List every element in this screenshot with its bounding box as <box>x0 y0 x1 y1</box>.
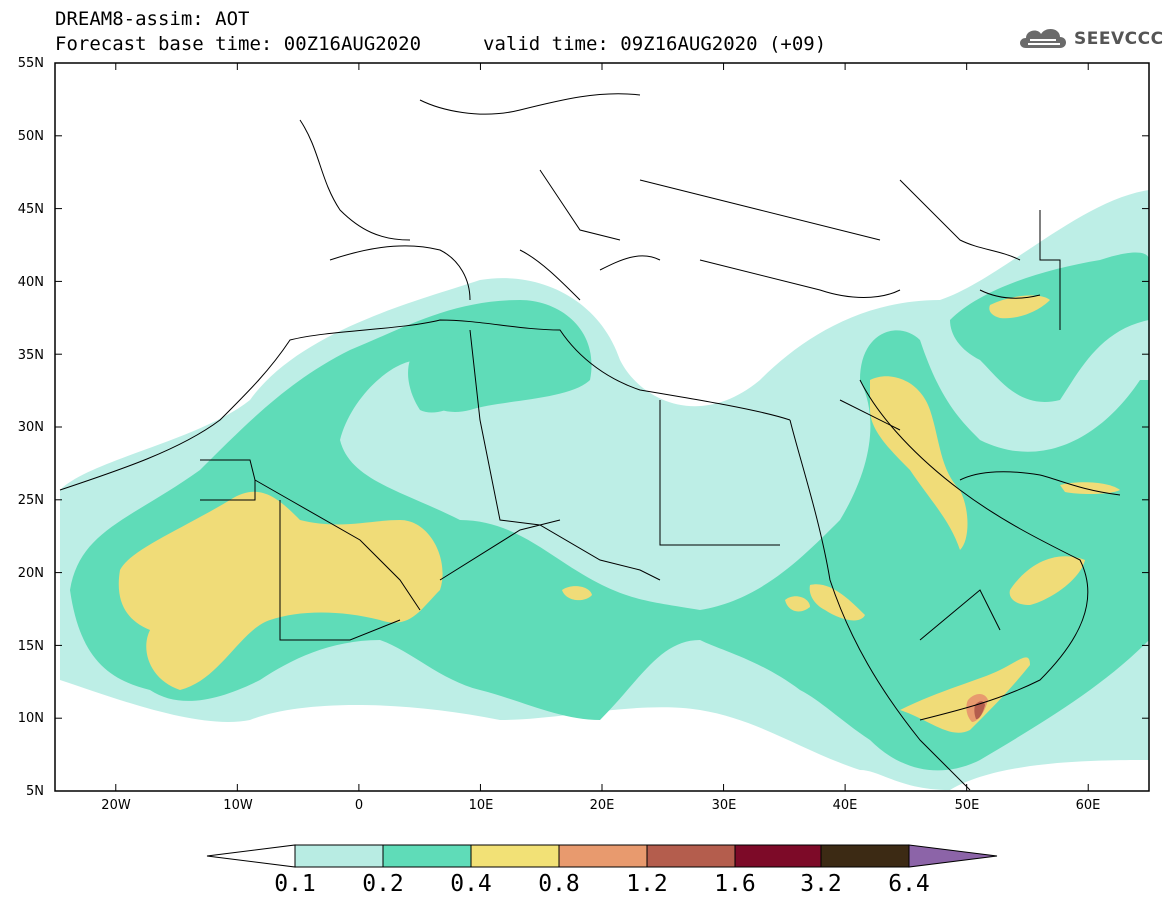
colorbar-bin-5 <box>646 844 736 868</box>
map-title: DREAM8-assim: AOT <box>55 8 250 30</box>
colorbar-label-3.2: 3.2 <box>800 871 842 897</box>
colorbar-bin-2 <box>382 844 472 868</box>
forecast-base-time: Forecast base time: 00Z16AUG2020 <box>55 33 422 55</box>
colorbar-extend-right <box>908 844 998 868</box>
aot-field <box>60 190 1149 790</box>
colorbar-label-0.4: 0.4 <box>450 871 492 897</box>
lat-label-50n: 50N <box>17 129 44 144</box>
colorbar-bin-3 <box>470 844 560 868</box>
axis-ticks <box>55 62 1149 792</box>
lon-label-0: 0 <box>354 798 364 813</box>
colorbar-bin-1 <box>294 844 384 868</box>
colorbar-label-0.8: 0.8 <box>538 871 580 897</box>
colorbar-bin-6 <box>734 844 822 868</box>
lat-label-15n: 15N <box>17 639 44 654</box>
lon-label-10w: 10W <box>223 798 253 813</box>
aot-level-1.2 <box>974 701 985 720</box>
lat-label-30n: 30N <box>17 420 44 435</box>
lon-label-20w: 20W <box>101 798 131 813</box>
lat-label-55n: 55N <box>17 56 44 71</box>
lat-label-5n: 5N <box>26 784 44 799</box>
colorbar-label-0.1: 0.1 <box>274 871 316 897</box>
colorbar-extend-left <box>206 844 296 868</box>
coastlines <box>59 93 1121 791</box>
lon-label-50e: 50E <box>954 798 980 813</box>
seevccc-logo: SEEVCCC <box>1016 22 1164 56</box>
colorbar-label-6.4: 6.4 <box>888 871 930 897</box>
logo-text: SEEVCCC <box>1074 29 1164 49</box>
colorbar-bin-4 <box>558 844 648 868</box>
lon-label-20e: 20E <box>589 798 615 813</box>
lon-label-40e: 40E <box>832 798 858 813</box>
cloud-logo-icon <box>1020 28 1066 48</box>
colorbar-label-1.6: 1.6 <box>714 871 756 897</box>
colorbar <box>206 844 998 868</box>
valid-time: valid time: 09Z16AUG2020 (+09) <box>483 33 827 55</box>
colorbar-label-0.2: 0.2 <box>362 871 404 897</box>
lat-label-25n: 25N <box>17 493 44 508</box>
lon-label-10e: 10E <box>468 798 494 813</box>
lat-label-20n: 20N <box>17 566 44 581</box>
colorbar-bin-7 <box>820 844 910 868</box>
colorbar-label-1.2: 1.2 <box>626 871 668 897</box>
lon-label-30e: 30E <box>711 798 737 813</box>
lat-label-35n: 35N <box>17 348 44 363</box>
lat-label-40n: 40N <box>17 275 44 290</box>
lon-label-60e: 60E <box>1075 798 1101 813</box>
lat-label-45n: 45N <box>17 202 44 217</box>
lat-label-10n: 10N <box>17 711 44 726</box>
